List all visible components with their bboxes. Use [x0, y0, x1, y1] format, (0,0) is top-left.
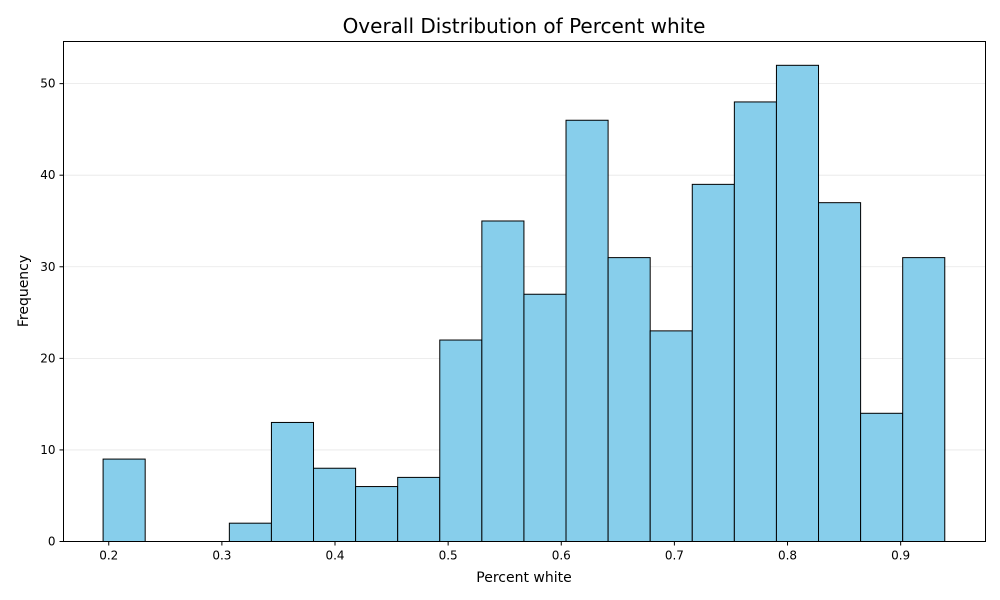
- y-axis-label: Frequency: [16, 255, 32, 327]
- x-axis: 0.2 0.3 0.4 0.5 0.6 0.7 0.8 0.9: [99, 541, 910, 563]
- y-tick-label: 40: [40, 168, 55, 182]
- histogram-bar: [481, 220, 525, 542]
- histogram-bar: [439, 339, 483, 542]
- histogram-bar: [860, 412, 904, 542]
- histogram-bar: [607, 257, 651, 542]
- x-tick-label: 0.3: [212, 549, 231, 563]
- y-tick-label: 0: [48, 535, 56, 549]
- histogram-bar: [902, 257, 946, 542]
- plot-frame: [63, 41, 986, 542]
- histogram-bar: [775, 64, 820, 543]
- x-tick-label: 0.5: [439, 549, 458, 563]
- x-axis-label: Percent white: [476, 570, 571, 586]
- chart-title: Overall Distribution of Percent white: [343, 14, 706, 38]
- histogram-bar: [523, 293, 567, 542]
- histogram-bar: [818, 202, 862, 543]
- x-tick-label: 0.2: [99, 549, 118, 563]
- histogram-bar: [313, 467, 357, 542]
- y-tick-label: 50: [40, 77, 55, 91]
- histogram-bar: [649, 330, 693, 542]
- histogram-bar: [565, 119, 609, 542]
- x-tick-label: 0.9: [891, 549, 910, 563]
- histogram-bar: [733, 101, 777, 542]
- histogram-bar: [228, 522, 272, 543]
- y-tick-label: 30: [40, 260, 55, 274]
- x-tick-label: 0.7: [665, 549, 684, 563]
- histogram-bar: [270, 421, 315, 543]
- histogram-bar: [397, 476, 441, 542]
- y-axis: 0 10 20 30 40 50: [40, 77, 64, 549]
- histogram-bar: [355, 486, 399, 542]
- y-tick-label: 10: [40, 443, 55, 457]
- bars: [102, 64, 946, 543]
- x-tick-label: 0.8: [778, 549, 797, 563]
- histogram-bar: [102, 458, 146, 543]
- x-tick-label: 0.4: [325, 549, 344, 563]
- x-tick-label: 0.6: [552, 549, 571, 563]
- y-tick-label: 20: [40, 351, 55, 365]
- histogram-bar: [691, 183, 735, 542]
